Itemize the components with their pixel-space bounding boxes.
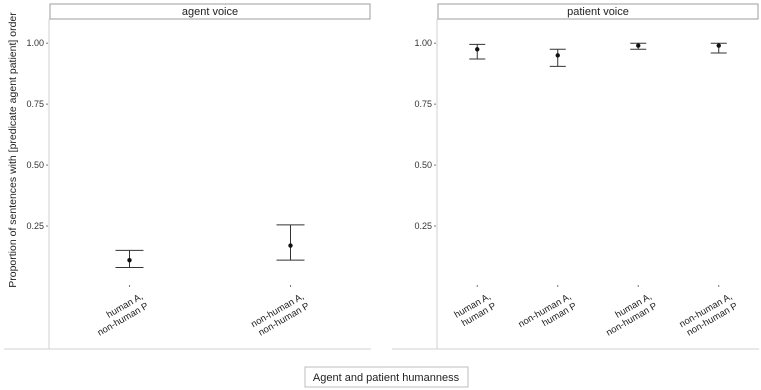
x-category-label: non-human A,non-human P (678, 291, 740, 340)
x-axis-title: Agent and patient humanness (313, 372, 460, 384)
x-axis-title-box (304, 366, 469, 388)
panel-strip (437, 3, 759, 20)
mean-point (716, 43, 721, 48)
x-category-label: non-human A,non-human P (249, 291, 311, 340)
x-category-label: human A,non-human P (90, 291, 150, 339)
y-tick-label: 1.00 (26, 38, 44, 48)
mean-point (555, 53, 560, 58)
panel-strip (49, 3, 371, 20)
y-tick-label: 0.25 (414, 221, 432, 231)
panel-strip-label: patient voice (567, 6, 629, 18)
mean-point (475, 47, 480, 52)
panel-patient-voice: patient voice 0.25 0.50 0.75 1.00 human A,hum… (392, 3, 759, 350)
y-tick-label: 0.75 (26, 99, 44, 109)
x-category-label: human A,non-human P (599, 291, 659, 339)
mean-point (288, 243, 293, 248)
panel-agent-voice: agent voice 0.25 0.50 0.75 1.00 human A,non-h… (4, 3, 371, 350)
y-tick-label: 0.25 (26, 221, 44, 231)
y-tick-label: 1.00 (414, 38, 432, 48)
y-axis-title: Proportion of sentences with [predicate … (7, 12, 19, 288)
y-tick-label: 0.50 (26, 160, 44, 170)
mean-point (127, 257, 132, 263)
y-tick-label: 0.50 (414, 160, 432, 170)
mean-point (636, 43, 641, 48)
x-category-label: non-human A,human P (517, 291, 579, 340)
panel-strip-label: agent voice (182, 6, 238, 18)
y-tick-label: 0.75 (414, 99, 432, 109)
x-category-label: human A,human P (452, 291, 498, 330)
